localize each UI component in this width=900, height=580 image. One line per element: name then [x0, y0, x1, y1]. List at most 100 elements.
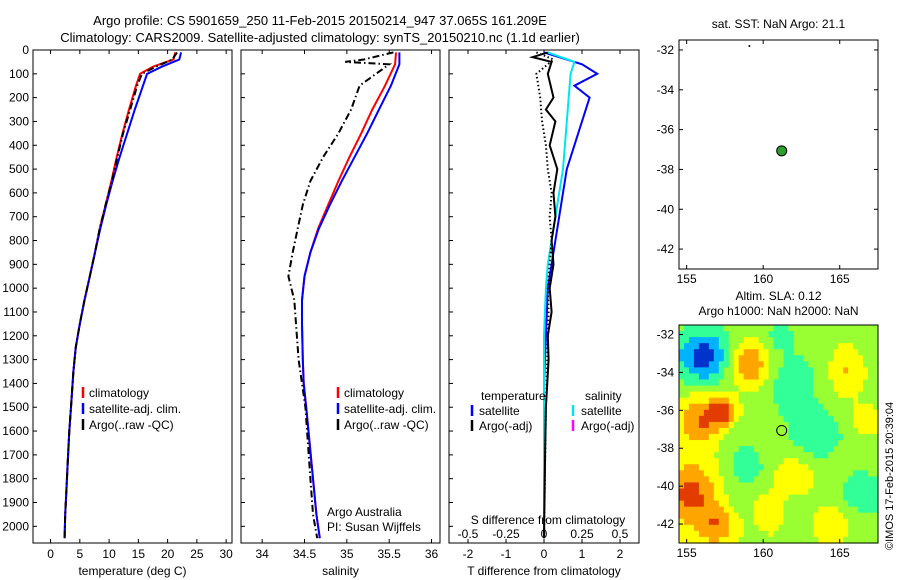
sla-cell	[748, 500, 755, 508]
sla-cell	[808, 349, 814, 356]
sla-cell	[828, 325, 834, 332]
sla-cell	[679, 373, 685, 381]
sla-cell	[713, 530, 720, 538]
sla-cell	[743, 464, 750, 471]
sla-cell	[803, 421, 809, 429]
sla-cell	[728, 494, 735, 502]
sla-cell	[763, 427, 770, 435]
axes-frame	[32, 49, 233, 544]
sla-cell	[773, 494, 780, 502]
sla-cell	[679, 409, 685, 417]
sla-cell	[863, 512, 869, 520]
sla-cell	[768, 415, 775, 423]
x-tick-label: -1	[501, 547, 512, 561]
sla-cell	[798, 379, 804, 387]
sla-cell	[858, 446, 864, 453]
sla-cell	[743, 343, 750, 350]
sla-cell	[848, 512, 854, 520]
sla-cell	[868, 476, 874, 484]
sla-cell	[788, 331, 795, 338]
sla-cell	[688, 518, 695, 526]
sla-cell	[723, 367, 730, 375]
sla-cell	[788, 397, 795, 405]
sla-cell	[783, 385, 790, 393]
sla-cell	[683, 524, 690, 532]
sla-cell	[818, 361, 824, 368]
sla-cell	[798, 325, 804, 332]
sla-cell	[688, 415, 695, 423]
sla-cell	[873, 427, 879, 435]
sla-cell	[733, 421, 740, 429]
x-tick-label: 155	[677, 546, 697, 560]
sla-cell	[753, 367, 760, 375]
sla-cell	[813, 337, 819, 344]
sla-cell	[863, 337, 869, 344]
sla-cell	[679, 355, 685, 362]
sla-cell	[848, 470, 854, 477]
y-tick-label: 200	[9, 91, 29, 105]
sla-cell	[733, 373, 740, 381]
sla-cell	[828, 434, 834, 441]
sla-cell	[838, 494, 844, 502]
sla-cell	[733, 349, 740, 356]
sla-cell	[758, 337, 765, 344]
sla-cell	[843, 391, 849, 399]
sla-cell	[843, 482, 849, 490]
sla-cell	[833, 506, 839, 514]
sla-cell	[823, 361, 829, 368]
sla-cell	[763, 476, 770, 484]
sla-cell	[708, 409, 715, 417]
sla-cell	[833, 434, 839, 441]
sla-cell	[679, 361, 685, 368]
sla-cell	[813, 482, 819, 490]
sla-cell	[838, 331, 844, 338]
sla-cell	[758, 421, 765, 429]
sla-cell	[818, 337, 824, 344]
sla-cell	[833, 427, 839, 435]
sla-cell	[818, 385, 824, 393]
sla-cell	[738, 403, 745, 411]
sla-cell	[773, 403, 780, 411]
sla-cell	[688, 500, 695, 508]
sla-cell	[768, 367, 775, 375]
y-tick-label: -42	[657, 517, 675, 531]
sla-cell	[708, 446, 715, 453]
sla-cell	[818, 434, 824, 441]
sla-cell	[873, 325, 879, 332]
chart-title-line1: Argo profile: CS 5901659_250 11-Feb-2015…	[93, 13, 547, 28]
sla-cell	[778, 476, 785, 484]
sla-cell	[868, 331, 874, 338]
sla-cell	[733, 361, 740, 368]
y-tick-label: -32	[657, 43, 675, 57]
sla-cell	[868, 458, 874, 465]
sla-cell	[843, 512, 849, 520]
sla-cell	[753, 476, 760, 484]
sla-cell	[679, 415, 685, 423]
sla-cell	[843, 500, 849, 508]
sla-cell	[683, 464, 690, 471]
sla-cell	[693, 397, 700, 405]
sla-cell	[713, 343, 720, 350]
sla-cell	[823, 470, 829, 477]
sla-cell	[708, 476, 715, 484]
sla-cell	[728, 367, 735, 375]
sla-cell	[728, 421, 735, 429]
sla-cell	[868, 518, 874, 526]
sla-cell	[833, 373, 839, 381]
sla-cell	[738, 325, 745, 332]
sla-cell	[798, 361, 804, 368]
sla-cell	[858, 512, 864, 520]
sla-cell	[803, 325, 809, 332]
sla-cell	[703, 325, 710, 332]
sla-cell	[683, 512, 690, 520]
sla-cell	[783, 403, 790, 411]
sla-cell	[813, 530, 819, 538]
sla-cell	[768, 403, 775, 411]
sla-cell	[733, 403, 740, 411]
sla-cell	[813, 506, 819, 514]
sla-cell	[838, 325, 844, 332]
sla-cell	[848, 349, 854, 356]
sla-cell	[773, 488, 780, 496]
sla-cell	[748, 337, 755, 344]
sla-cell	[873, 409, 879, 417]
